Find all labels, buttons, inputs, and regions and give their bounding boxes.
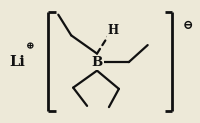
Text: H: H bbox=[107, 24, 118, 37]
Text: B: B bbox=[91, 56, 103, 69]
Text: ⊕: ⊕ bbox=[26, 42, 34, 51]
Text: Li: Li bbox=[10, 54, 26, 69]
Text: ⊖: ⊖ bbox=[183, 19, 194, 31]
